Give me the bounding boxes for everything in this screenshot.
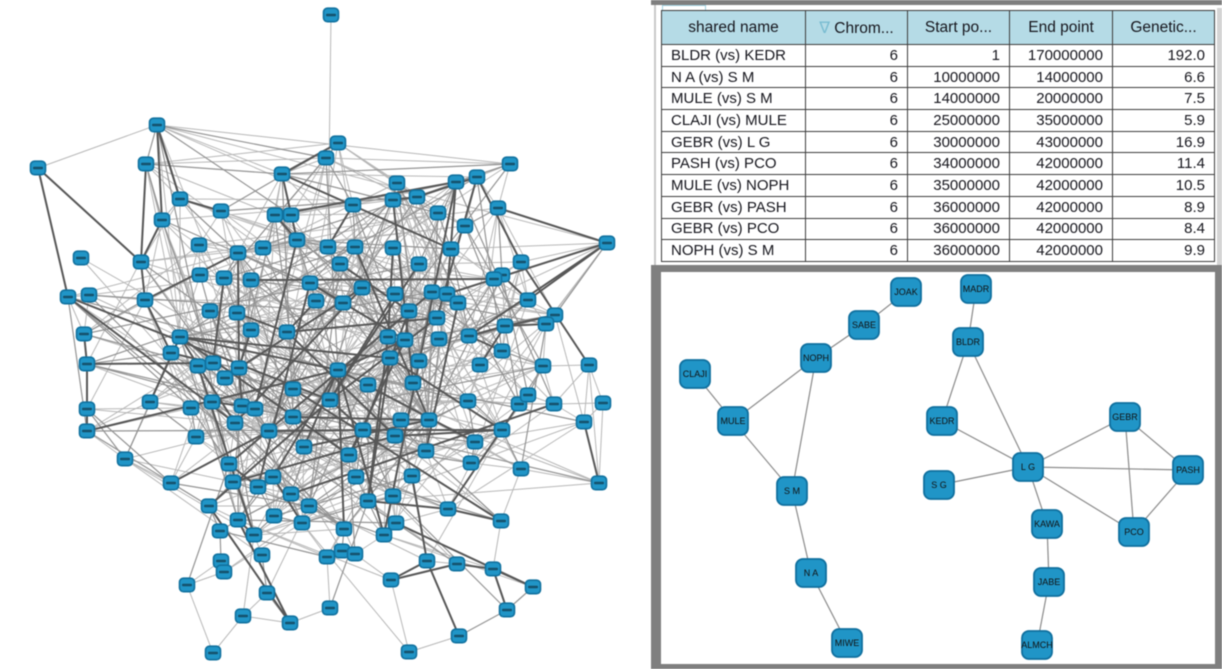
svg-text:PASH: PASH (1176, 465, 1200, 475)
svg-text:ALMCH: ALMCH (1021, 640, 1053, 650)
svg-text:BLDR: BLDR (956, 337, 981, 347)
svg-text:JOAK: JOAK (894, 287, 918, 297)
svg-text:NOPH: NOPH (803, 353, 829, 363)
svg-text:CLAJI: CLAJI (683, 369, 708, 379)
svg-text:GEBR: GEBR (1112, 412, 1138, 422)
svg-text:S M: S M (784, 486, 800, 496)
svg-text:JABE: JABE (1038, 577, 1061, 587)
svg-text:KAWA: KAWA (1034, 519, 1060, 529)
svg-text:N A: N A (804, 568, 819, 578)
svg-text:SABE: SABE (852, 320, 876, 330)
svg-text:MADR: MADR (963, 284, 990, 294)
svg-text:L G: L G (1021, 462, 1035, 472)
svg-text:MULE: MULE (720, 416, 745, 426)
svg-text:S G: S G (931, 480, 947, 490)
svg-text:PCO: PCO (1124, 527, 1144, 537)
svg-text:MIWE: MIWE (835, 638, 860, 648)
svg-text:KEDR: KEDR (929, 416, 955, 426)
